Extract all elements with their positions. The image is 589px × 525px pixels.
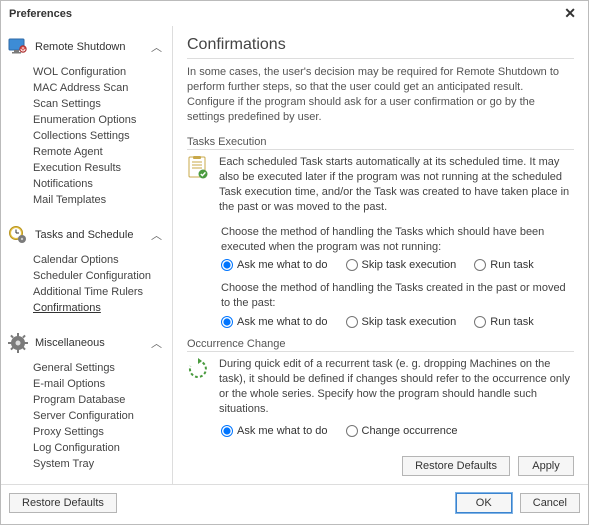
- radio-q2-ask[interactable]: Ask me what to do: [221, 316, 328, 328]
- section-label: Remote Shutdown: [35, 41, 126, 53]
- close-icon[interactable]: ✕: [560, 5, 580, 22]
- restore-defaults-dialog-button[interactable]: Restore Defaults: [9, 493, 117, 513]
- sidebar-item-execution-results[interactable]: Execution Results: [33, 160, 168, 176]
- sidebar-item-proxy-settings[interactable]: Proxy Settings: [33, 424, 168, 440]
- page-title: Confirmations: [187, 36, 574, 59]
- sidebar-item-wol-configuration[interactable]: WOL Configuration: [33, 64, 168, 80]
- section-header-miscellaneous[interactable]: Miscellaneous ︿: [7, 328, 168, 358]
- sidebar-item-remote-agent[interactable]: Remote Agent: [33, 144, 168, 160]
- radio-q1-ask[interactable]: Ask me what to do: [221, 259, 328, 271]
- monitor-icon: [7, 36, 29, 58]
- sidebar-item-mac-address-scan[interactable]: MAC Address Scan: [33, 80, 168, 96]
- sidebar-item-enumeration-options[interactable]: Enumeration Options: [33, 112, 168, 128]
- tasks-execution-q2: Choose the method of handling the Tasks …: [221, 281, 574, 311]
- sidebar-item-server-configuration[interactable]: Server Configuration: [33, 408, 168, 424]
- sidebar-item-general-settings[interactable]: General Settings: [33, 360, 168, 376]
- occurrence-change-title: Occurrence Change: [187, 338, 574, 352]
- radio-occ-change[interactable]: Change occurrence: [346, 425, 458, 437]
- sidebar-item-mail-templates[interactable]: Mail Templates: [33, 192, 168, 208]
- task-list-icon: [187, 155, 211, 214]
- gear-icon: [7, 332, 29, 354]
- sidebar-item-scheduler-configuration[interactable]: Scheduler Configuration: [33, 268, 168, 284]
- sidebar-item-notifications[interactable]: Notifications: [33, 176, 168, 192]
- sidebar-item-system-tray[interactable]: System Tray: [33, 456, 168, 472]
- occurrence-change-desc: During quick edit of a recurrent task (e…: [219, 357, 574, 416]
- page-intro: In some cases, the user's decision may b…: [187, 65, 574, 124]
- radio-q1-run[interactable]: Run task: [474, 259, 533, 271]
- sidebar-item-additional-time-rulers[interactable]: Additional Time Rulers: [33, 284, 168, 300]
- tasks-execution-q1: Choose the method of handling the Tasks …: [221, 225, 574, 255]
- sidebar-item-email-options[interactable]: E-mail Options: [33, 376, 168, 392]
- radio-occ-ask[interactable]: Ask me what to do: [221, 425, 328, 437]
- radio-q1-skip[interactable]: Skip task execution: [346, 259, 457, 271]
- section-header-tasks-schedule[interactable]: Tasks and Schedule ︿: [7, 220, 168, 250]
- apply-button[interactable]: Apply: [518, 456, 574, 476]
- tasks-execution-desc: Each scheduled Task starts automatically…: [219, 155, 574, 214]
- recurrence-icon: [187, 357, 211, 416]
- sidebar-item-scan-settings[interactable]: Scan Settings: [33, 96, 168, 112]
- sidebar-item-collections-settings[interactable]: Collections Settings: [33, 128, 168, 144]
- sidebar: Remote Shutdown ︿ WOL Configuration MAC …: [1, 26, 173, 484]
- section-label: Miscellaneous: [35, 337, 105, 349]
- sidebar-item-program-database[interactable]: Program Database: [33, 392, 168, 408]
- clock-gear-icon: [7, 224, 29, 246]
- sidebar-item-calendar-options[interactable]: Calendar Options: [33, 252, 168, 268]
- chevron-up-icon: ︿: [151, 39, 162, 55]
- radio-q2-skip[interactable]: Skip task execution: [346, 316, 457, 328]
- window-title: Preferences: [9, 8, 72, 20]
- sidebar-item-confirmations[interactable]: Confirmations: [33, 300, 168, 316]
- chevron-up-icon: ︿: [151, 335, 162, 351]
- chevron-up-icon: ︿: [151, 227, 162, 243]
- content-pane: Confirmations In some cases, the user's …: [173, 26, 588, 484]
- sidebar-item-log-configuration[interactable]: Log Configuration: [33, 440, 168, 456]
- cancel-button[interactable]: Cancel: [520, 493, 580, 513]
- restore-defaults-page-button[interactable]: Restore Defaults: [402, 456, 510, 476]
- section-header-remote-shutdown[interactable]: Remote Shutdown ︿: [7, 32, 168, 62]
- tasks-execution-title: Tasks Execution: [187, 136, 574, 150]
- radio-q2-run[interactable]: Run task: [474, 316, 533, 328]
- section-label: Tasks and Schedule: [35, 229, 133, 241]
- ok-button[interactable]: OK: [456, 493, 512, 513]
